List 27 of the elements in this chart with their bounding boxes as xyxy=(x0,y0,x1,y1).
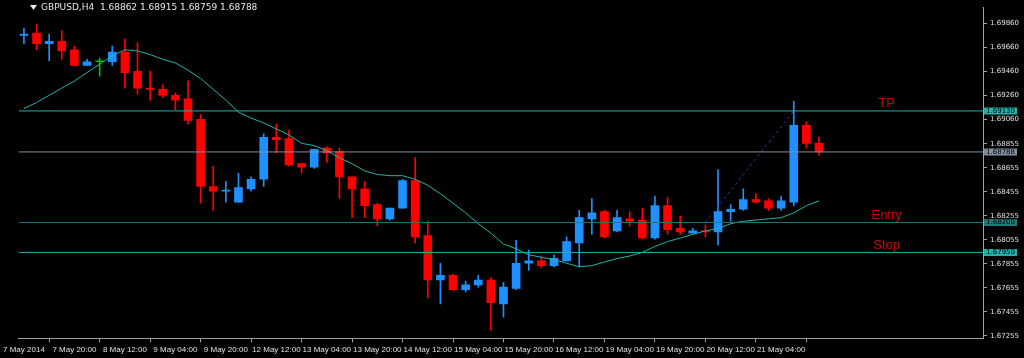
x-tick-label: 9 May 04:00 xyxy=(153,345,198,355)
x-tick-label: 7 May 2014 xyxy=(3,345,46,355)
candlestick xyxy=(675,216,685,235)
x-tick-label: 13 May 20:00 xyxy=(353,345,403,355)
x-tick-label: 7 May 20:00 xyxy=(52,345,97,355)
candlestick xyxy=(44,33,54,61)
x-tick-label: 15 May 04:00 xyxy=(454,345,504,355)
x-tick-label: 12 May 12:00 xyxy=(252,345,302,355)
x-tick-label: 9 May 20:00 xyxy=(203,345,249,355)
annotation: TP xyxy=(878,95,895,110)
candlestick xyxy=(221,181,231,203)
x-tick-label: 13 May 04:00 xyxy=(302,345,352,355)
annotation: Entry xyxy=(871,206,903,222)
x-tick-label: 8 May 12:00 xyxy=(102,345,148,355)
candlestick xyxy=(145,71,155,101)
x-tick-label: 16 May 12:00 xyxy=(554,345,604,355)
candlestick xyxy=(208,165,218,211)
x-tick-label: 19 May 04:00 xyxy=(605,345,655,355)
annotation: Stop xyxy=(873,236,901,252)
candlestick xyxy=(19,27,29,45)
x-tick-label: 21 May 04:00 xyxy=(756,345,806,355)
chart-title: GBPUSD,H4 1.68862 1.68915 1.68759 1.68788 xyxy=(41,2,258,12)
candlestick xyxy=(751,193,761,204)
x-tick-label: 14 May 12:00 xyxy=(403,345,453,355)
x-tick-label: 19 May 20:00 xyxy=(655,345,705,355)
x-tick-label: 15 May 20:00 xyxy=(504,345,554,355)
x-tick-label: 20 May 12:00 xyxy=(706,345,756,355)
